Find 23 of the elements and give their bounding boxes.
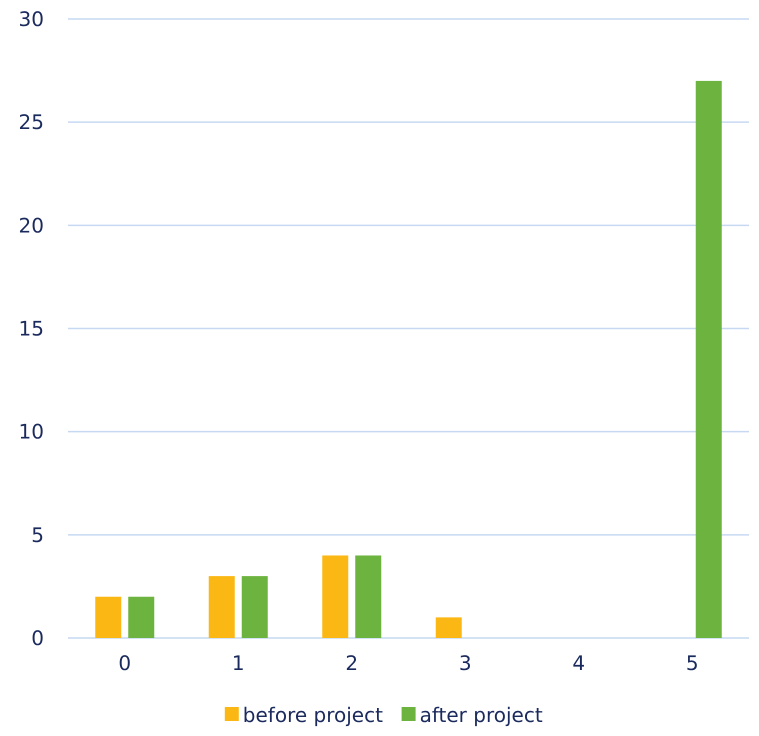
y-tick-label: 20	[18, 213, 44, 238]
legend-label: after project	[420, 703, 543, 727]
bar	[242, 576, 268, 638]
y-tick-label: 15	[18, 316, 44, 340]
bar	[436, 617, 462, 638]
x-tick-label: 0	[118, 651, 132, 675]
y-tick-label: 0	[31, 626, 44, 650]
y-tick-label: 10	[18, 420, 44, 444]
x-tick-label: 5	[686, 651, 699, 675]
bar	[322, 555, 348, 638]
bar	[696, 80, 722, 638]
bar	[128, 596, 154, 638]
x-tick-label: 2	[345, 651, 358, 675]
bar	[355, 555, 382, 638]
legend-label: before project	[242, 703, 384, 727]
y-tick-label: 25	[18, 110, 44, 134]
bar	[95, 596, 122, 638]
y-tick-label: 5	[31, 522, 44, 547]
bar	[208, 576, 235, 638]
x-tick-label: 1	[232, 651, 245, 675]
x-tick-label: 4	[572, 651, 586, 675]
y-tick-label: 30	[18, 7, 44, 31]
x-tick-label: 3	[458, 651, 472, 675]
